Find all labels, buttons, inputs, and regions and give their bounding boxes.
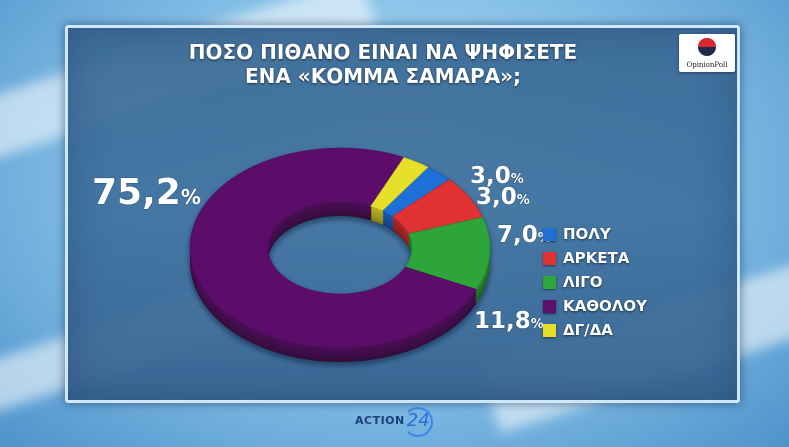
legend-swatch [543,275,556,289]
legend-label: ΑΡΚΕΤΑ [563,249,630,267]
legend-swatch [543,227,556,241]
data-label-ΛΙΓΟ: 11,8% [474,308,544,334]
opinionpoll-emblem-icon [698,38,716,56]
donut-slice-ΑΡΚΕΤΑ [391,179,484,235]
donut-slice-ΛΙΓΟ [405,216,491,290]
action24-logo: ACTION 24 [355,407,433,437]
chart-legend: ΠΟΛΥ ΑΡΚΕΤΑ ΛΙΓΟ ΚΑΘΟΛΟΥ ΔΓ/ΔΑ [543,222,647,342]
legend-swatch [543,299,556,313]
donut-slices [189,147,491,363]
legend-label: ΛΙΓΟ [563,273,603,291]
legend-item: ΚΑΘΟΛΟΥ [543,294,647,318]
data-label-unit: % [181,185,201,209]
legend-swatch [543,323,556,337]
data-label-value: 3,0 [476,184,517,210]
data-label-ΚΑΘΟΛΟΥ: 75,2% [92,172,201,213]
chart-title-line2: ΕΝΑ «ΚΟΜΜΑ ΣΑΜΑΡΑ»; [244,64,522,88]
chart-title: ΠΟΣΟ ΠΙΘΑΝΟ ΕΙΝΑΙ ΝΑ ΨΗΦΙΣΕΤΕ ΕΝΑ «ΚΟΜΜΑ… [173,40,593,88]
donut-data-labels: 3,0%7,0%11,8%75,2%3,0% [92,163,552,335]
data-label-unit: % [511,172,524,187]
donut-slice-ΚΑΘΟΛΟΥ [189,147,477,349]
legend-label: ΠΟΛΥ [563,225,611,243]
legend-item: ΠΟΛΥ [543,222,647,246]
opinionpoll-logo: OpinionPoll [679,34,735,72]
action24-ring-icon [403,407,433,437]
legend-item: ΔΓ/ΔΑ [543,318,647,342]
legend-swatch [543,251,556,265]
legend-item: ΛΙΓΟ [543,270,647,294]
legend-label: ΔΓ/ΔΑ [563,321,613,339]
chart-title-line1: ΠΟΣΟ ΠΙΘΑΝΟ ΕΙΝΑΙ ΝΑ ΨΗΦΙΣΕΤΕ [188,40,578,64]
data-label-ΑΡΚΕΤΑ: 7,0% [497,222,551,248]
legend-item: ΑΡΚΕΤΑ [543,246,647,270]
data-label-value: 75,2 [92,172,181,213]
data-label-value: 7,0 [497,222,538,248]
data-label-ΔΓ/ΔΑ: 3,0% [470,163,524,189]
data-label-ΠΟΛΥ: 3,0% [476,184,530,210]
data-label-value: 11,8 [474,308,531,334]
action24-logo-text: ACTION [355,414,405,427]
data-label-unit: % [531,317,544,332]
donut-slice-ΔΓ/ΔΑ [370,157,429,212]
opinionpoll-logo-text: OpinionPoll [686,61,728,69]
data-label-unit: % [517,193,530,208]
legend-label: ΚΑΘΟΛΟΥ [563,297,647,315]
data-label-value: 3,0 [470,163,511,189]
